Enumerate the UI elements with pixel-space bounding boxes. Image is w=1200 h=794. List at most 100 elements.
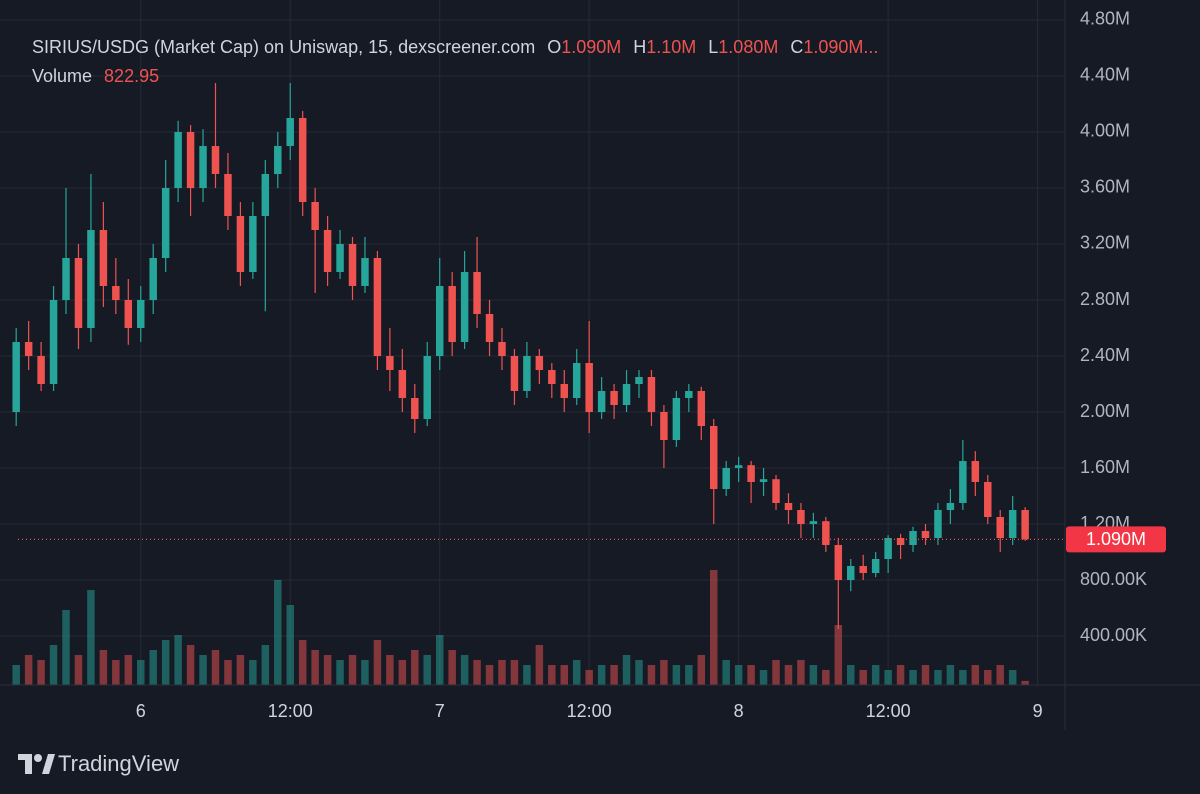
volume-bar xyxy=(448,650,456,685)
volume-bar xyxy=(797,660,805,685)
candle-body xyxy=(137,300,145,328)
candle-body xyxy=(24,342,33,356)
candle-body xyxy=(660,412,668,440)
volume-bar xyxy=(996,665,1004,685)
candle-body xyxy=(535,356,544,370)
volume-bar xyxy=(722,660,730,685)
candle-body xyxy=(311,201,319,230)
volume-bar xyxy=(1021,680,1029,685)
candle-body xyxy=(685,391,693,398)
volume-bar xyxy=(99,650,108,685)
candle-body xyxy=(996,517,1004,538)
volume-legend: Volume 822.95 xyxy=(32,66,159,86)
candle-body xyxy=(921,531,930,538)
last-price-tag xyxy=(1066,526,1166,553)
volume-bar xyxy=(572,660,581,685)
volume-bar xyxy=(161,640,170,685)
candle-body xyxy=(772,479,780,503)
volume-bar xyxy=(149,650,157,685)
candle-body xyxy=(361,258,369,286)
candle-body xyxy=(697,391,706,426)
candle-body xyxy=(286,117,294,146)
candle-body xyxy=(448,286,456,342)
volume-bar xyxy=(896,665,905,685)
candle-body xyxy=(1021,510,1029,540)
volume-bar xyxy=(24,655,33,685)
candle-body xyxy=(435,286,444,356)
brand-name: TradingView xyxy=(58,751,179,776)
candle-body xyxy=(548,370,556,384)
candle-body xyxy=(959,461,967,503)
volume-bar xyxy=(847,665,855,685)
volume-bar xyxy=(261,645,270,685)
volume-bar xyxy=(585,670,593,685)
candle-body xyxy=(99,229,108,286)
volume-bar xyxy=(199,655,207,685)
candle-body xyxy=(871,559,880,573)
volume-bar xyxy=(523,665,531,685)
candle-body xyxy=(523,356,531,391)
volume-bar xyxy=(946,665,955,685)
volume-bar xyxy=(871,665,880,685)
candle-body xyxy=(884,538,892,559)
volume-bar xyxy=(772,660,780,685)
candle-body xyxy=(597,391,606,412)
candle-body xyxy=(274,145,282,174)
logo-part xyxy=(34,754,42,762)
candle-body xyxy=(12,342,20,412)
candle-body xyxy=(74,258,83,328)
x-tick-label: 12:00 xyxy=(567,701,612,721)
volume-bar xyxy=(286,605,294,685)
candle-body xyxy=(672,398,681,440)
y-tick-label: 4.00M xyxy=(1080,121,1130,141)
volume-bar xyxy=(435,635,444,685)
y-tick-label: 1.60M xyxy=(1080,457,1130,477)
candle-body xyxy=(87,229,95,328)
volume-bar xyxy=(411,650,419,685)
candle-body xyxy=(149,258,157,300)
volume-bar xyxy=(236,655,245,685)
candle-body xyxy=(896,538,905,545)
volume-bar xyxy=(74,655,83,685)
candle-layer xyxy=(12,82,1029,629)
volume-bar xyxy=(984,670,992,685)
candle-body xyxy=(722,468,730,489)
candle-body xyxy=(859,566,867,573)
volume-bar xyxy=(348,655,357,685)
ohlc-label: L xyxy=(708,37,718,57)
candle-body xyxy=(784,503,793,510)
volume-bar xyxy=(834,625,843,685)
candle-body xyxy=(610,391,618,405)
candle-body xyxy=(386,356,394,370)
volume-bar xyxy=(49,645,58,685)
candle-body xyxy=(572,363,581,398)
x-tick-label: 8 xyxy=(734,701,744,721)
volume-bar xyxy=(124,655,133,685)
ohlc-value: 1.090M xyxy=(561,37,621,57)
candle-body xyxy=(759,479,768,482)
candle-body xyxy=(847,566,855,580)
y-tick-label: 2.00M xyxy=(1080,401,1130,421)
candle-body xyxy=(797,510,805,524)
volume-bar xyxy=(672,665,681,685)
volume-bar xyxy=(971,665,980,685)
volume-bar xyxy=(697,655,706,685)
ohlc-label: O xyxy=(547,37,561,57)
volume-bar xyxy=(224,660,232,685)
volume-bar xyxy=(274,580,282,685)
candle-body xyxy=(971,461,980,482)
ohlc-label: H xyxy=(633,37,646,57)
candle-body xyxy=(298,117,307,202)
candle-body xyxy=(710,426,718,489)
volume-bar xyxy=(460,655,469,685)
candle-body xyxy=(560,384,568,398)
candle-body xyxy=(261,173,270,216)
x-tick-label: 9 xyxy=(1033,701,1043,721)
candle-body xyxy=(211,145,220,174)
volume-bar xyxy=(784,665,793,685)
candle-body xyxy=(834,545,843,580)
candle-body xyxy=(747,465,755,482)
volume-bar xyxy=(685,665,693,685)
candle-body xyxy=(224,173,232,216)
candle-body xyxy=(124,300,133,328)
